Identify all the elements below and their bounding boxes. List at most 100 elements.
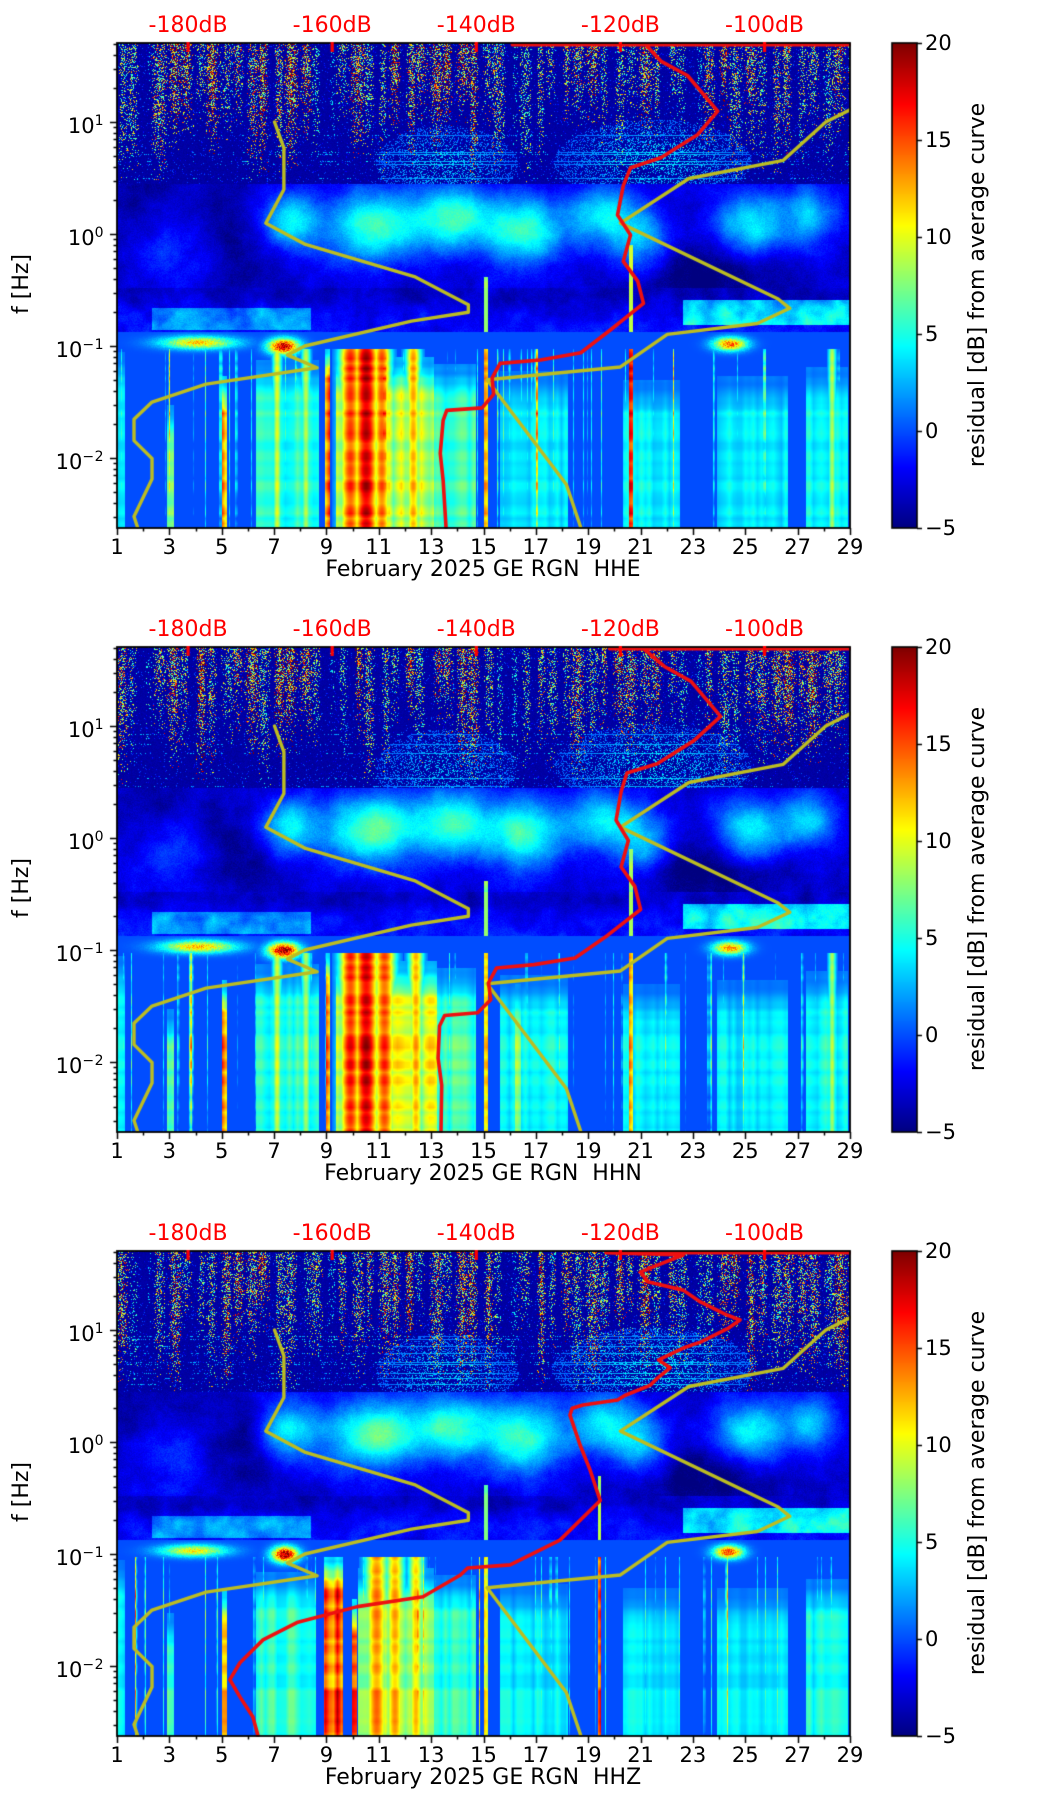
x-tick-label: 1 bbox=[110, 1743, 124, 1767]
y-tick-label: 10−1 bbox=[40, 1539, 104, 1572]
top-axis-tick-label: -160dB bbox=[292, 617, 372, 642]
x-tick-label: 27 bbox=[784, 1743, 811, 1767]
y-tick-exponent: −1 bbox=[82, 1545, 104, 1561]
x-tick-label: 9 bbox=[319, 535, 334, 559]
y-tick-label: 10−2 bbox=[40, 1047, 104, 1080]
x-tick-label: 13 bbox=[417, 1743, 445, 1767]
colorbar-tick-label: 15 bbox=[925, 1336, 952, 1360]
y-tick-base: 10 bbox=[67, 1434, 95, 1458]
y-tick-label: 10−2 bbox=[40, 443, 104, 476]
x-tick-label: 9 bbox=[319, 1743, 334, 1767]
top-axis-tick-label: -180dB bbox=[148, 617, 228, 642]
x-tick-label: 29 bbox=[836, 1743, 864, 1767]
y-axis-title: f [Hz] bbox=[9, 254, 34, 314]
colorbar-tick-label: 15 bbox=[925, 128, 952, 152]
top-axis-tick-label: -180dB bbox=[148, 1221, 228, 1246]
y-tick-exponent: −2 bbox=[82, 1053, 104, 1069]
x-tick-label: 5 bbox=[215, 1139, 229, 1163]
x-tick-label: 5 bbox=[215, 535, 229, 559]
y-tick-base: 10 bbox=[55, 338, 83, 362]
spectrogram-panel-hhe: February 2025 GE RGN HHE f [Hz] residual… bbox=[0, 0, 1052, 602]
y-tick-label: 100 bbox=[40, 823, 104, 856]
x-tick-label: 17 bbox=[522, 1743, 550, 1767]
x-tick-label: 21 bbox=[627, 1743, 654, 1767]
y-tick-base: 10 bbox=[55, 450, 83, 474]
x-tick-label: 5 bbox=[215, 1743, 229, 1767]
spectrogram-canvas-hhn bbox=[0, 604, 1052, 1206]
y-tick-exponent: 0 bbox=[94, 829, 104, 845]
top-axis-tick-label: -100dB bbox=[725, 617, 805, 642]
top-axis-tick-label: -140dB bbox=[436, 13, 516, 38]
x-tick-label: 21 bbox=[627, 535, 654, 559]
y-tick-exponent: 1 bbox=[94, 113, 104, 129]
spectrogram-canvas-hhe bbox=[0, 0, 1052, 602]
x-tick-label: 3 bbox=[162, 535, 177, 559]
x-tick-label: 15 bbox=[470, 535, 497, 559]
y-tick-base: 10 bbox=[67, 1322, 95, 1346]
y-tick-exponent: −1 bbox=[82, 941, 104, 957]
spectrogram-panel-hhn: February 2025 GE RGN HHN f [Hz] residual… bbox=[0, 604, 1052, 1206]
x-tick-label: 23 bbox=[679, 1743, 707, 1767]
x-tick-label: 25 bbox=[731, 1139, 759, 1163]
y-tick-label: 10−2 bbox=[40, 1651, 104, 1684]
x-axis-title-hhz: February 2025 GE RGN HHZ bbox=[324, 1765, 642, 1790]
spectrogram-canvas-hhz bbox=[0, 1208, 1052, 1806]
colorbar-tick-label: 0 bbox=[925, 1627, 939, 1651]
colorbar-tick-label: 5 bbox=[925, 926, 939, 950]
colorbar-tick-label: −5 bbox=[925, 1120, 956, 1144]
y-tick-exponent: −2 bbox=[82, 449, 104, 465]
y-tick-label: 101 bbox=[40, 107, 104, 140]
colorbar-tick-label: 5 bbox=[925, 322, 939, 346]
x-tick-label: 11 bbox=[365, 535, 393, 559]
colorbar-tick-label: 10 bbox=[925, 829, 952, 853]
x-tick-label: 7 bbox=[267, 1743, 281, 1767]
x-tick-label: 25 bbox=[731, 535, 759, 559]
x-tick-label: 19 bbox=[574, 535, 602, 559]
y-axis-title: f [Hz] bbox=[9, 858, 34, 918]
x-tick-label: 11 bbox=[365, 1743, 393, 1767]
x-axis-title-hhn: February 2025 GE RGN HHN bbox=[324, 1161, 642, 1186]
top-axis-tick-label: -180dB bbox=[148, 13, 228, 38]
x-tick-label: 29 bbox=[836, 1139, 864, 1163]
colorbar-tick-label: −5 bbox=[925, 516, 956, 540]
y-tick-exponent: 0 bbox=[94, 1433, 104, 1449]
y-tick-exponent: −1 bbox=[82, 337, 104, 353]
y-tick-exponent: 1 bbox=[94, 717, 104, 733]
top-axis-tick-label: -100dB bbox=[725, 1221, 805, 1246]
colorbar-tick-label: 5 bbox=[925, 1530, 939, 1554]
y-tick-label: 100 bbox=[40, 219, 104, 252]
y-tick-base: 10 bbox=[55, 942, 83, 966]
y-tick-label: 101 bbox=[40, 711, 104, 744]
x-tick-label: 27 bbox=[784, 535, 811, 559]
x-tick-label: 11 bbox=[365, 1139, 393, 1163]
y-tick-base: 10 bbox=[67, 830, 95, 854]
top-axis-tick-label: -120dB bbox=[580, 617, 660, 642]
x-tick-label: 23 bbox=[679, 1139, 707, 1163]
top-axis-tick-label: -100dB bbox=[725, 13, 805, 38]
x-axis-title-hhe: February 2025 GE RGN HHE bbox=[325, 557, 641, 582]
x-tick-label: 3 bbox=[162, 1743, 177, 1767]
colorbar-tick-label: 0 bbox=[925, 1023, 939, 1047]
x-tick-label: 17 bbox=[522, 1139, 550, 1163]
y-tick-base: 10 bbox=[55, 1546, 83, 1570]
x-tick-label: 19 bbox=[574, 1139, 602, 1163]
x-tick-label: 17 bbox=[522, 535, 550, 559]
x-tick-label: 15 bbox=[470, 1139, 497, 1163]
x-tick-label: 9 bbox=[319, 1139, 334, 1163]
x-tick-label: 1 bbox=[110, 1139, 124, 1163]
colorbar-tick-label: 20 bbox=[925, 1239, 952, 1263]
y-tick-label: 10−1 bbox=[40, 331, 104, 364]
y-tick-base: 10 bbox=[67, 114, 95, 138]
colorbar-tick-label: 10 bbox=[925, 1433, 952, 1457]
x-tick-label: 25 bbox=[731, 1743, 759, 1767]
x-tick-label: 7 bbox=[267, 535, 281, 559]
x-tick-label: 13 bbox=[417, 1139, 445, 1163]
x-tick-label: 7 bbox=[267, 1139, 281, 1163]
top-axis-tick-label: -120dB bbox=[580, 13, 660, 38]
y-tick-label: 10−1 bbox=[40, 935, 104, 968]
colorbar-tick-label: 10 bbox=[925, 225, 952, 249]
top-axis-tick-label: -160dB bbox=[292, 1221, 372, 1246]
y-tick-exponent: 1 bbox=[94, 1321, 104, 1337]
x-tick-label: 1 bbox=[110, 535, 124, 559]
top-axis-tick-label: -140dB bbox=[436, 1221, 516, 1246]
